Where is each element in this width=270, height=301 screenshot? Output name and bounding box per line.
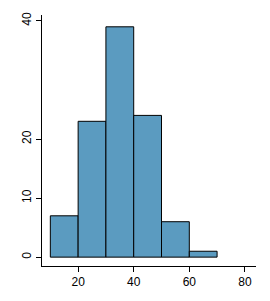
svg-text:10: 10: [20, 189, 34, 203]
svg-text:40: 40: [127, 275, 141, 289]
svg-text:0: 0: [20, 252, 34, 259]
svg-text:60: 60: [183, 275, 197, 289]
svg-text:20: 20: [20, 130, 34, 144]
svg-text:40: 40: [20, 12, 34, 26]
svg-text:80: 80: [238, 275, 252, 289]
svg-text:20: 20: [71, 275, 85, 289]
